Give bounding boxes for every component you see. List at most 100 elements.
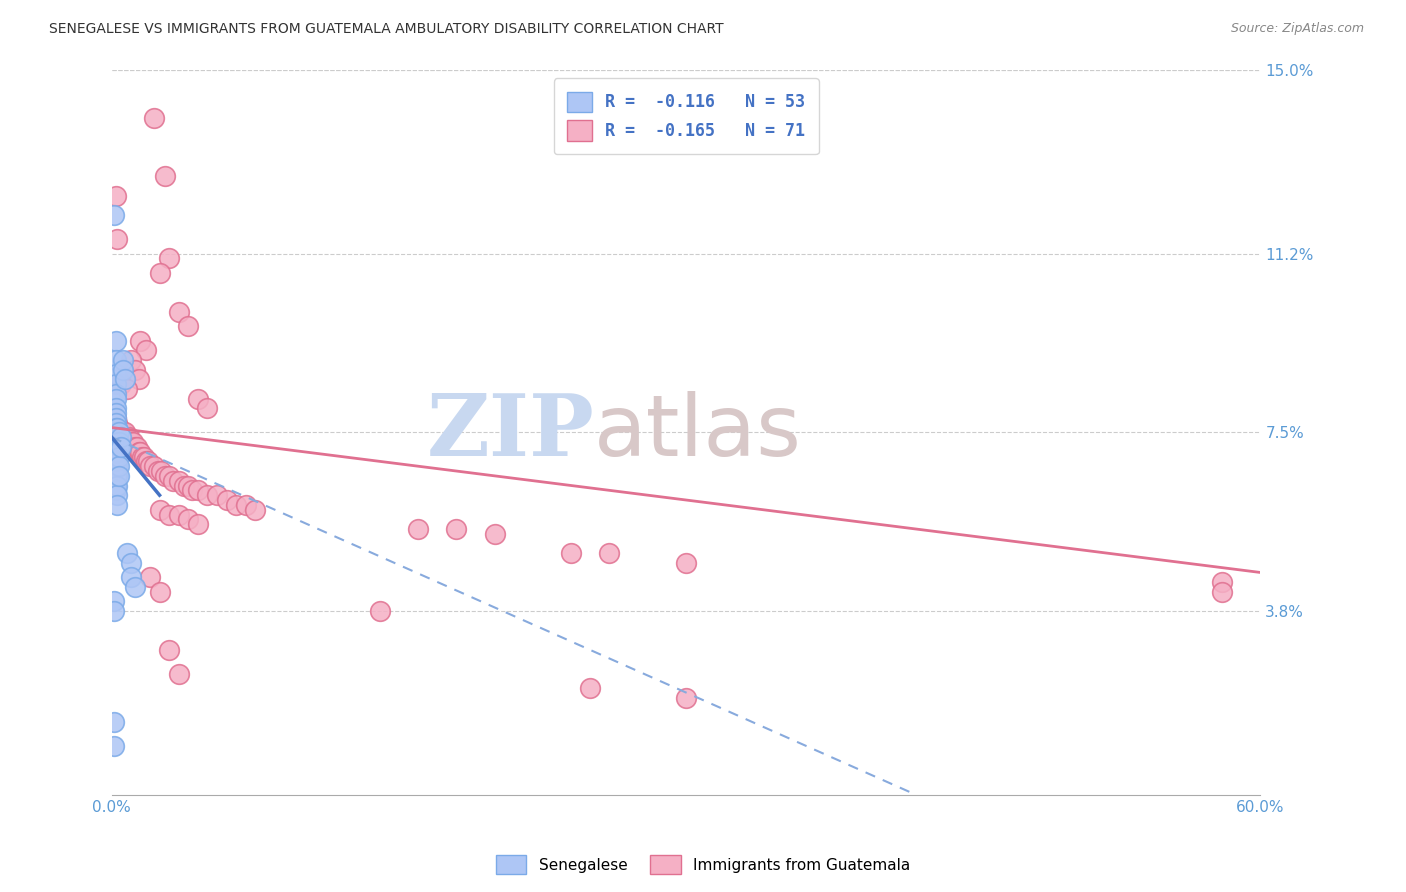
Point: [104, 392, 127, 406]
Text: SENEGALESE VS IMMIGRANTS FROM GUATEMALA AMBULATORY DISABILITY CORRELATION CHART: SENEGALESE VS IMMIGRANTS FROM GUATEMALA …: [49, 22, 724, 37]
Point: [245, 502, 267, 516]
Point: [142, 112, 165, 126]
Point: [173, 478, 195, 492]
Point: [120, 435, 142, 450]
Point: [157, 508, 180, 522]
Point: [129, 444, 152, 458]
Point: [107, 420, 129, 434]
Point: [128, 372, 150, 386]
Point: [139, 459, 162, 474]
Point: [187, 517, 209, 532]
Point: [107, 440, 129, 454]
Point: [124, 440, 146, 454]
Text: ZIP: ZIP: [426, 391, 595, 475]
Point: [150, 464, 173, 478]
Point: [107, 416, 129, 430]
Point: [104, 478, 127, 492]
Point: [215, 493, 238, 508]
Point: [146, 464, 169, 478]
Point: [103, 604, 125, 618]
Point: [107, 430, 129, 444]
Point: [162, 474, 184, 488]
Point: [148, 266, 170, 280]
Point: [108, 420, 131, 434]
Point: [205, 488, 228, 502]
Point: [157, 252, 180, 266]
Point: [107, 498, 129, 512]
Point: [118, 430, 141, 444]
Point: [108, 435, 131, 450]
Point: [104, 430, 127, 444]
Point: [177, 512, 200, 526]
Point: [114, 372, 136, 386]
Point: [134, 450, 156, 464]
Legend: Senegalese, Immigrants from Guatemala: Senegalese, Immigrants from Guatemala: [489, 849, 917, 880]
Point: [104, 425, 127, 440]
Point: [104, 334, 127, 348]
Point: [235, 498, 257, 512]
Point: [136, 454, 159, 468]
Point: [107, 488, 129, 502]
Point: [103, 208, 125, 222]
Point: [104, 386, 127, 401]
Point: [148, 502, 170, 516]
Point: [104, 483, 127, 498]
Point: [1211, 575, 1233, 590]
Point: [167, 667, 190, 681]
Point: [104, 377, 127, 392]
Point: [197, 401, 219, 416]
Point: [675, 691, 697, 706]
Point: [120, 556, 142, 570]
Point: [112, 352, 135, 367]
Point: [120, 352, 142, 367]
Point: [112, 362, 135, 376]
Point: [167, 304, 190, 318]
Point: [157, 468, 180, 483]
Point: [104, 444, 127, 458]
Point: [131, 450, 153, 464]
Point: [110, 440, 132, 454]
Point: [129, 334, 152, 348]
Point: [484, 526, 506, 541]
Point: [177, 478, 200, 492]
Point: [108, 425, 131, 440]
Point: [110, 377, 132, 392]
Point: [157, 642, 180, 657]
Point: [121, 435, 143, 450]
Point: [124, 580, 146, 594]
Point: [107, 435, 129, 450]
Point: [368, 604, 391, 618]
Point: [104, 401, 127, 416]
Point: [579, 681, 602, 696]
Point: [107, 468, 129, 483]
Point: [104, 410, 127, 425]
Point: [177, 319, 200, 334]
Point: [104, 440, 127, 454]
Point: [104, 420, 127, 434]
Point: [148, 584, 170, 599]
Point: [1211, 584, 1233, 599]
Point: [108, 459, 131, 474]
Point: [225, 498, 247, 512]
Point: [114, 425, 136, 440]
Point: [108, 440, 131, 454]
Point: [107, 459, 129, 474]
Point: [110, 430, 132, 444]
Point: [104, 352, 127, 367]
Point: [142, 459, 165, 474]
Point: [598, 546, 620, 560]
Point: [197, 488, 219, 502]
Point: [135, 454, 157, 468]
Point: [104, 188, 127, 202]
Point: [107, 444, 129, 458]
Point: [155, 468, 177, 483]
Point: [104, 410, 127, 425]
Point: [104, 459, 127, 474]
Point: [135, 343, 157, 358]
Point: [187, 483, 209, 498]
Point: [187, 392, 209, 406]
Point: [104, 450, 127, 464]
Point: [108, 450, 131, 464]
Point: [155, 169, 177, 184]
Point: [107, 232, 129, 246]
